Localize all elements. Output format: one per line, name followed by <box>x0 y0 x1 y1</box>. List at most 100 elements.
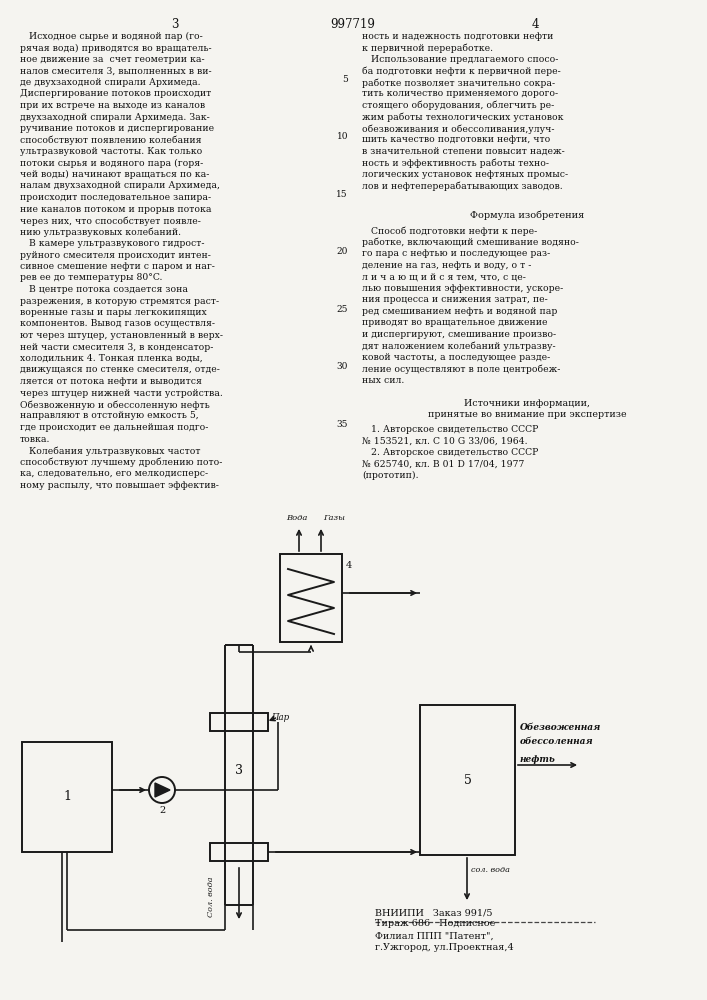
Text: Исходное сырье и водяной пар (го-: Исходное сырье и водяной пар (го- <box>20 32 203 41</box>
Text: 997719: 997719 <box>331 18 375 31</box>
Text: принятые во внимание при экспертизе: принятые во внимание при экспертизе <box>428 410 626 419</box>
Text: чей воды) начинают вращаться по ка-: чей воды) начинают вращаться по ка- <box>20 170 209 179</box>
Text: 10: 10 <box>337 132 348 141</box>
Text: нефть: нефть <box>520 754 556 764</box>
Text: сол. вода: сол. вода <box>471 866 510 874</box>
Text: Филиал ППП "Патент",: Филиал ППП "Патент", <box>375 932 493 941</box>
Text: через штуцер нижней части устройства.: через штуцер нижней части устройства. <box>20 388 223 397</box>
Text: рев ее до температуры 80°C.: рев ее до температуры 80°C. <box>20 273 163 282</box>
Text: Обезвоженную и обессоленную нефть: Обезвоженную и обессоленную нефть <box>20 400 210 410</box>
Text: компонентов. Вывод газов осуществля-: компонентов. Вывод газов осуществля- <box>20 320 215 328</box>
Text: разрежения, в которую стремятся раст-: разрежения, в которую стремятся раст- <box>20 296 219 306</box>
Bar <box>210 843 268 861</box>
Text: тить количество применяемого дорого-: тить количество применяемого дорого- <box>362 90 558 99</box>
Text: нию ультразвуковых колебаний.: нию ультразвуковых колебаний. <box>20 228 181 237</box>
Text: 1: 1 <box>63 790 71 804</box>
Bar <box>280 554 342 642</box>
Text: ют через штуцер, установленный в верх-: ют через штуцер, установленный в верх- <box>20 331 223 340</box>
Text: Обезвоженная: Обезвоженная <box>520 722 601 732</box>
Text: ручивание потоков и диспергирование: ручивание потоков и диспергирование <box>20 124 214 133</box>
Text: обезвоживания и обессоливания,улуч-: обезвоживания и обессоливания,улуч- <box>362 124 554 133</box>
Text: г.Ужгород, ул.Проектная,4: г.Ужгород, ул.Проектная,4 <box>375 943 514 952</box>
Text: 1. Авторское свидетельство СССР: 1. Авторское свидетельство СССР <box>362 425 538 434</box>
Bar <box>22 742 112 852</box>
Polygon shape <box>155 783 170 797</box>
Text: через них, что способствует появле-: через них, что способствует появле- <box>20 216 201 226</box>
Bar <box>210 713 268 731</box>
Text: потоки сырья и водяного пара (горя-: потоки сырья и водяного пара (горя- <box>20 158 203 168</box>
Bar <box>420 705 515 855</box>
Text: ковой частоты, а последующее разде-: ковой частоты, а последующее разде- <box>362 353 550 362</box>
Text: Источники информации,: Источники информации, <box>464 399 590 408</box>
Text: В камере ультразвукового гидрост-: В камере ультразвукового гидрост- <box>20 239 204 248</box>
Text: лью повышения эффективности, ускоре-: лью повышения эффективности, ускоре- <box>362 284 563 293</box>
Text: Вода: Вода <box>286 514 308 522</box>
Text: 5: 5 <box>464 774 472 786</box>
Text: 3: 3 <box>235 764 243 776</box>
Text: Колебания ультразвуковых частот: Колебания ультразвуковых частот <box>20 446 201 456</box>
Text: ное движение за  счет геометрии ка-: ное движение за счет геометрии ка- <box>20 55 204 64</box>
Text: работке, включающий смешивание водяно-: работке, включающий смешивание водяно- <box>362 238 579 247</box>
Text: Сол. вода: Сол. вода <box>207 876 215 917</box>
Text: 4: 4 <box>531 18 539 31</box>
Text: ность и эффективность работы техно-: ность и эффективность работы техно- <box>362 158 549 168</box>
Text: 35: 35 <box>337 420 348 429</box>
Text: 25: 25 <box>337 305 348 314</box>
Text: ней части смесителя 3, в конденсатор-: ней части смесителя 3, в конденсатор- <box>20 342 214 352</box>
Text: воренные газы и пары легкокипящих: воренные газы и пары легкокипящих <box>20 308 206 317</box>
Text: го пара с нефтью и последующее раз-: го пара с нефтью и последующее раз- <box>362 249 550 258</box>
Text: № 153521, кл. C 10 G 33/06, 1964.: № 153521, кл. C 10 G 33/06, 1964. <box>362 437 527 446</box>
Text: Газы: Газы <box>323 514 345 522</box>
Text: ляется от потока нефти и выводится: ляется от потока нефти и выводится <box>20 377 202 386</box>
Text: ных сил.: ных сил. <box>362 376 404 385</box>
Text: к первичной переработке.: к первичной переработке. <box>362 43 493 53</box>
Text: приводят во вращательное движение: приводят во вращательное движение <box>362 318 547 327</box>
Text: обессоленная: обессоленная <box>520 736 594 746</box>
Text: холодильник 4. Тонкая пленка воды,: холодильник 4. Тонкая пленка воды, <box>20 354 203 363</box>
Text: в значительной степени повысит надеж-: в значительной степени повысит надеж- <box>362 147 565 156</box>
Text: Пар: Пар <box>271 714 289 722</box>
Text: рячая вода) приводятся во вращатель-: рячая вода) приводятся во вращатель- <box>20 43 211 53</box>
Text: ВНИИПИ   Заказ 991/5: ВНИИПИ Заказ 991/5 <box>375 908 493 917</box>
Text: способствуют появлению колебания: способствуют появлению колебания <box>20 135 201 145</box>
Text: налов смесителя 3, выполненных в ви-: налов смесителя 3, выполненных в ви- <box>20 66 211 76</box>
Text: Использование предлагаемого спосо-: Использование предлагаемого спосо- <box>362 55 559 64</box>
Text: 5: 5 <box>342 75 348 84</box>
Text: стоящего оборудования, облегчить ре-: стоящего оборудования, облегчить ре- <box>362 101 554 110</box>
Text: 4: 4 <box>346 562 352 570</box>
Text: ние каналов потоком и прорыв потока: ние каналов потоком и прорыв потока <box>20 205 211 214</box>
Text: 2. Авторское свидетельство СССР: 2. Авторское свидетельство СССР <box>362 448 538 457</box>
Text: 20: 20 <box>337 247 348 256</box>
Text: 15: 15 <box>337 190 348 199</box>
Text: Способ подготовки нефти к пере-: Способ подготовки нефти к пере- <box>362 226 537 236</box>
Text: товка.: товка. <box>20 434 50 444</box>
Text: работке позволяет значительно сокра-: работке позволяет значительно сокра- <box>362 78 555 88</box>
Text: дят наложением колебаний ультразву-: дят наложением колебаний ультразву- <box>362 341 556 351</box>
Text: ния процесса и снижения затрат, пе-: ния процесса и снижения затрат, пе- <box>362 295 548 304</box>
Text: налам двухзаходной спирали Архимеда,: налам двухзаходной спирали Архимеда, <box>20 182 220 190</box>
Text: где происходит ее дальнейшая подго-: где происходит ее дальнейшая подго- <box>20 423 209 432</box>
Text: ность и надежность подготовки нефти: ность и надежность подготовки нефти <box>362 32 554 41</box>
Text: де двухзаходной спирали Архимеда.: де двухзаходной спирали Архимеда. <box>20 78 201 87</box>
Text: двухзаходной спирали Архимеда. Зак-: двухзаходной спирали Архимеда. Зак- <box>20 112 210 121</box>
Text: 2: 2 <box>160 806 166 815</box>
Text: ред смешиванием нефть и водяной пар: ред смешиванием нефть и водяной пар <box>362 307 557 316</box>
Text: 3: 3 <box>171 18 179 31</box>
Text: ному распылу, что повышает эффектив-: ному распылу, что повышает эффектив- <box>20 481 219 489</box>
Text: жим работы технологических установок: жим работы технологических установок <box>362 112 563 122</box>
Text: способствуют лучшему дроблению пото-: способствуют лучшему дроблению пото- <box>20 458 223 467</box>
Text: происходит последовательное запира-: происходит последовательное запира- <box>20 193 211 202</box>
Text: Формула изобретения: Формула изобретения <box>470 210 584 220</box>
Text: движущаяся по стенке смесителя, отде-: движущаяся по стенке смесителя, отде- <box>20 365 220 374</box>
Text: № 625740, кл. B 01 D 17/04, 1977: № 625740, кл. B 01 D 17/04, 1977 <box>362 460 525 469</box>
Text: Диспергирование потоков происходит: Диспергирование потоков происходит <box>20 90 211 99</box>
Text: деление на газ, нефть и воду, о т -: деление на газ, нефть и воду, о т - <box>362 261 532 270</box>
Text: и диспергируют, смешивание произво-: и диспергируют, смешивание произво- <box>362 330 556 339</box>
Text: лов и нефтеперерабатывающих заводов.: лов и нефтеперерабатывающих заводов. <box>362 182 563 191</box>
Text: (прототип).: (прототип). <box>362 471 419 480</box>
Text: В центре потока создается зона: В центре потока создается зона <box>20 285 188 294</box>
Text: Тираж 686   Подписное: Тираж 686 Подписное <box>375 919 496 928</box>
Text: шить качество подготовки нефти, что: шить качество подготовки нефти, что <box>362 135 550 144</box>
Text: руйного смесителя происходит интен-: руйного смесителя происходит интен- <box>20 250 211 259</box>
Text: ка, следовательно, его мелкодисперс-: ка, следовательно, его мелкодисперс- <box>20 469 208 478</box>
